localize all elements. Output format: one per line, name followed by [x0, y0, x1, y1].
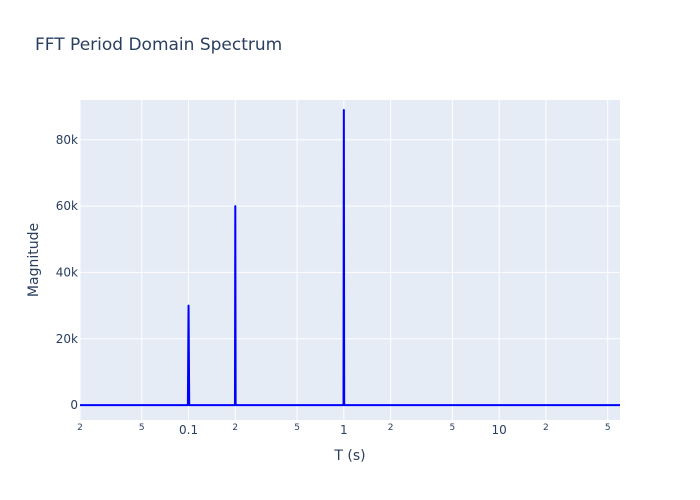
y-tick-label: 20k: [56, 332, 78, 346]
x-tick-label-minor: 2: [232, 423, 238, 433]
plot-area: [80, 100, 620, 420]
series-line: [80, 108, 620, 407]
x-tick-label-minor: 5: [450, 423, 456, 433]
y-axis-ticks: 0 20k 40k 60k 80k: [56, 133, 78, 412]
x-tick-label-major: 0.1: [179, 423, 198, 437]
y-tick-label: 0: [70, 398, 78, 412]
x-tick-label-minor: 2: [388, 423, 394, 433]
x-tick-label-minor: 5: [139, 423, 145, 433]
y-tick-label: 40k: [56, 265, 78, 279]
x-axis-label: T (s): [333, 448, 365, 464]
x-tick-label-minor: 5: [605, 423, 611, 433]
y-tick-label: 60k: [56, 199, 78, 213]
y-tick-label: 80k: [56, 133, 78, 147]
x-tick-label-minor: 5: [294, 423, 300, 433]
x-tick-label-major: 1: [340, 423, 348, 437]
y-axis-label: Magnitude: [26, 223, 42, 297]
chart-title: FFT Period Domain Spectrum: [35, 35, 282, 55]
x-tick-label-major: 10: [492, 423, 507, 437]
x-axis-ticks: 0.1 1 10 2 5 2 5 2 5 2 5: [77, 423, 610, 437]
series-layer: [80, 108, 620, 407]
x-tick-label-minor: 2: [77, 423, 83, 433]
x-tick-label-minor: 2: [543, 423, 549, 433]
